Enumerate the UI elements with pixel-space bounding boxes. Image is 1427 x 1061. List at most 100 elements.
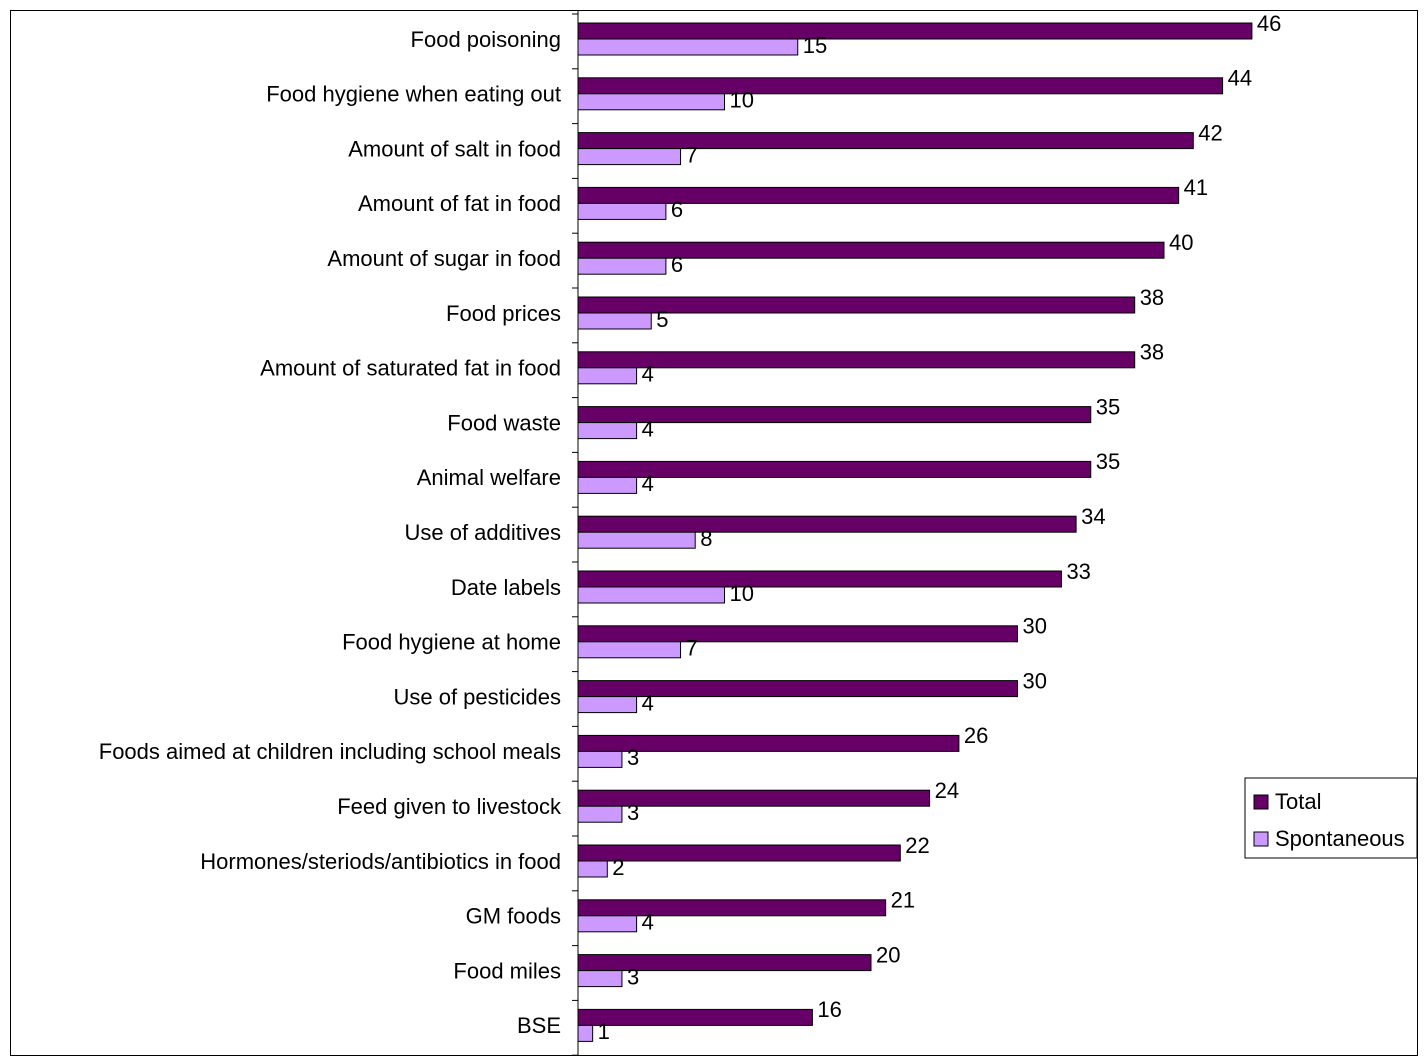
bar-total [577,680,1018,698]
data-label: 22 [905,833,929,858]
category-label: BSE [517,1013,561,1038]
category-label: GM foods [466,904,561,929]
bar-spontaneous [577,915,638,933]
category-label: Amount of sugar in food [327,246,561,271]
data-label: 6 [671,197,683,222]
bar-spontaneous [577,476,638,494]
data-label: 7 [686,636,698,661]
data-label: 4 [642,690,654,715]
category-label: Feed given to livestock [337,794,562,819]
legend-box [1244,777,1418,859]
data-label: 34 [1081,504,1105,529]
data-label: 3 [627,745,639,770]
bar-spontaneous [577,257,667,275]
legend-swatch-spontaneous [1253,831,1269,847]
data-label: 35 [1096,394,1120,419]
category-label: Food prices [446,301,561,326]
bar-total [577,844,901,862]
bar-total [577,77,1224,95]
bar-total [577,899,887,917]
data-label: 10 [730,88,754,113]
data-label: 1 [598,1019,610,1044]
category-label: Food miles [453,958,561,983]
category-label: Use of pesticides [393,684,561,709]
bar-spontaneous [577,202,667,220]
data-label: 15 [803,33,827,58]
category-label: Food hygiene when eating out [266,82,561,107]
bar-spontaneous [577,312,652,330]
bar-total [577,1008,813,1026]
data-label: 30 [1023,668,1047,693]
category-label: Foods aimed at children including school… [99,739,561,764]
data-label: 41 [1184,175,1208,200]
bar-total [577,132,1194,150]
bar-total [577,22,1253,40]
bar-spontaneous [577,1024,594,1042]
bar-total [577,241,1165,259]
bar-total [577,515,1077,533]
bar-spontaneous [577,641,682,659]
data-label: 20 [876,942,900,967]
bar-spontaneous [577,586,725,604]
legend-swatch-total [1253,794,1269,810]
data-label: 42 [1198,120,1222,145]
legend: Total Spontaneous [1244,777,1418,859]
data-label: 40 [1169,230,1193,255]
bar-total [577,460,1092,478]
category-label: Use of additives [404,520,561,545]
bar-total [577,186,1180,204]
category-label: Food hygiene at home [342,630,561,655]
data-label: 5 [656,307,668,332]
bar-spontaneous [577,805,623,823]
bar-spontaneous [577,148,682,166]
bar-spontaneous [577,367,638,385]
category-label: Hormones/steriods/antibiotics in food [200,849,561,874]
bar-total [577,734,960,752]
data-label: 44 [1228,66,1252,91]
category-label: Amount of fat in food [358,191,561,216]
data-label: 4 [642,362,654,387]
chart-area [10,10,1418,1056]
data-label: 38 [1140,340,1164,365]
bar-spontaneous [577,750,623,768]
category-label: Date labels [451,575,561,600]
bar-total [577,625,1018,643]
data-label: 6 [671,252,683,277]
bar-spontaneous [577,970,623,988]
bar-spontaneous [577,531,696,549]
data-label: 8 [700,526,712,551]
data-label: 21 [891,888,915,913]
bar-spontaneous [577,860,608,878]
data-label: 24 [935,778,959,803]
data-label: 30 [1023,614,1047,639]
bar-spontaneous [577,93,725,111]
data-label: 4 [642,910,654,935]
category-label: Animal welfare [417,465,561,490]
data-label: 33 [1066,559,1090,584]
category-label: Food waste [447,410,561,435]
data-label: 26 [964,723,988,748]
data-label: 38 [1140,285,1164,310]
data-label: 3 [627,964,639,989]
data-label: 4 [642,471,654,496]
legend-label: Spontaneous [1275,826,1405,851]
data-label: 3 [627,800,639,825]
bar-total [577,789,931,807]
category-label: Amount of saturated fat in food [260,356,561,381]
data-label: 16 [817,997,841,1022]
bar-spontaneous [577,696,638,714]
legend-label: Total [1275,789,1321,814]
bar-total [577,570,1062,588]
bar-total [577,954,872,972]
bar-total [577,296,1136,314]
data-label: 35 [1096,449,1120,474]
data-label: 4 [642,416,654,441]
bar-total [577,351,1136,369]
category-label: Amount of salt in food [348,136,561,161]
bar-total [577,406,1092,424]
data-label: 2 [612,855,624,880]
bar-spontaneous [577,422,638,440]
data-label: 10 [730,581,754,606]
category-label: Food poisoning [411,27,561,52]
